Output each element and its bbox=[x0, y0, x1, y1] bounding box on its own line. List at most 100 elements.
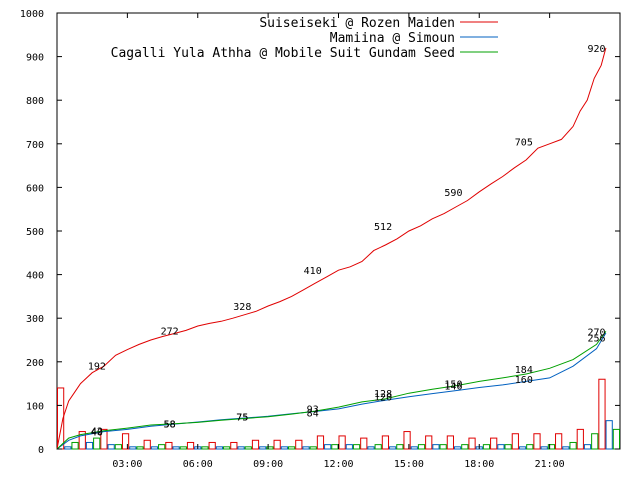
hourly-bars bbox=[57, 378, 620, 450]
data-label: 93 bbox=[307, 404, 319, 415]
hourly-bar bbox=[591, 433, 599, 450]
hourly-bar bbox=[150, 446, 159, 450]
hourly-bar bbox=[64, 446, 72, 450]
hourly-bar bbox=[403, 431, 411, 450]
hourly-bar bbox=[576, 428, 584, 450]
legend-label: Mamiina @ Simoun bbox=[330, 31, 455, 46]
hourly-bar bbox=[360, 437, 368, 450]
hourly-bar bbox=[555, 433, 563, 450]
axes: 0 100 200 300 400 500 600 700 800 900 1000 03:00 06:… bbox=[20, 9, 620, 470]
x-tick-label: 06:00 bbox=[183, 459, 213, 470]
data-label: 192 bbox=[88, 361, 106, 372]
data-label: 128 bbox=[374, 389, 392, 400]
hourly-bar bbox=[533, 433, 541, 450]
hourly-bar bbox=[201, 446, 209, 450]
data-label: 920 bbox=[588, 44, 606, 55]
data-label: 40 bbox=[91, 428, 103, 439]
hourly-bar bbox=[158, 444, 166, 450]
data-label: 705 bbox=[515, 138, 533, 149]
hourly-bar bbox=[230, 441, 238, 450]
series-line bbox=[56, 47, 607, 450]
hourly-bar bbox=[78, 431, 86, 450]
x-tick-label: 03:00 bbox=[112, 459, 142, 470]
data-label: 160 bbox=[515, 375, 533, 386]
hourly-bar bbox=[583, 444, 592, 450]
hourly-bar bbox=[569, 441, 577, 450]
plot-frame bbox=[56, 12, 621, 450]
legend-label: Suiseiseki @ Rozen Maiden bbox=[259, 16, 455, 31]
hourly-bar bbox=[172, 446, 180, 450]
hourly-bar bbox=[287, 446, 296, 450]
hourly-bar bbox=[136, 446, 144, 450]
hourly-bar bbox=[85, 441, 94, 450]
hourly-bar bbox=[165, 441, 173, 450]
hourly-bar bbox=[244, 446, 252, 450]
hourly-bar bbox=[100, 428, 108, 450]
hourly-bar bbox=[215, 446, 224, 450]
y-tick-label: 600 bbox=[26, 183, 44, 194]
y-tick-label: 300 bbox=[26, 314, 44, 325]
hourly-bar bbox=[121, 433, 130, 450]
hourly-bar bbox=[237, 446, 245, 450]
hourly-bar bbox=[143, 439, 151, 450]
legend-label: Cagalli Yula Athha @ Mobile Suit Gundam … bbox=[111, 46, 455, 61]
hourly-bar bbox=[338, 435, 346, 450]
series-line bbox=[56, 332, 607, 450]
hourly-bar bbox=[186, 441, 195, 450]
hourly-bar bbox=[114, 444, 122, 450]
hourly-bar bbox=[511, 433, 519, 450]
hourly-bar bbox=[223, 446, 231, 450]
data-label: 590 bbox=[444, 188, 462, 199]
x-tick-label: 15:00 bbox=[394, 459, 424, 470]
hourly-bar bbox=[432, 444, 440, 450]
hourly-bar bbox=[410, 446, 418, 450]
x-tick-label: 12:00 bbox=[323, 459, 353, 470]
hourly-bar bbox=[518, 446, 527, 450]
y-tick-label: 200 bbox=[26, 358, 44, 369]
data-label: 150 bbox=[444, 380, 462, 391]
hourly-bar bbox=[453, 446, 462, 450]
hourly-bar bbox=[389, 446, 397, 450]
hourly-bar bbox=[461, 444, 469, 450]
hourly-bar bbox=[280, 446, 288, 450]
hourly-bar bbox=[331, 444, 339, 450]
y-tick-label: 1000 bbox=[20, 9, 44, 20]
hourly-bar bbox=[367, 446, 375, 450]
hourly-bar bbox=[396, 444, 404, 450]
hourly-bar bbox=[605, 420, 613, 450]
hourly-bar bbox=[324, 444, 332, 450]
hourly-bar bbox=[490, 437, 498, 450]
hourly-bar bbox=[208, 441, 216, 450]
hourly-bar bbox=[612, 428, 620, 450]
data-label: 272 bbox=[161, 326, 179, 337]
hourly-bar bbox=[179, 446, 187, 450]
data-label: 410 bbox=[304, 266, 322, 277]
y-tick-label: 100 bbox=[26, 401, 44, 412]
hourly-bar bbox=[259, 446, 267, 450]
y-tick-label: 400 bbox=[26, 271, 44, 282]
hourly-bar bbox=[273, 439, 281, 450]
x-tick-label: 18:00 bbox=[464, 459, 494, 470]
x-tick-label: 09:00 bbox=[253, 459, 283, 470]
hourly-bar bbox=[129, 446, 137, 450]
data-label: 120 bbox=[374, 393, 392, 404]
y-tick-label: 700 bbox=[26, 140, 44, 151]
hourly-bar bbox=[251, 439, 260, 450]
data-label: 256 bbox=[588, 333, 606, 344]
data-label: 184 bbox=[515, 365, 533, 376]
point-labels: 192 272 328 410 512 590 705 920 40 58 75 84 120 146 16… bbox=[88, 44, 606, 439]
data-label: 328 bbox=[233, 302, 251, 313]
hourly-bar bbox=[446, 435, 454, 450]
hourly-bar bbox=[93, 437, 101, 450]
hourly-bar bbox=[425, 435, 433, 450]
hourly-bar bbox=[482, 444, 491, 450]
hourly-bar bbox=[439, 444, 447, 450]
data-label: 146 bbox=[444, 381, 462, 392]
data-label: 75 bbox=[236, 412, 248, 423]
hourly-bar bbox=[266, 446, 274, 450]
hourly-bar bbox=[309, 446, 317, 450]
data-label: 84 bbox=[307, 408, 319, 419]
hourly-bar bbox=[504, 444, 512, 450]
